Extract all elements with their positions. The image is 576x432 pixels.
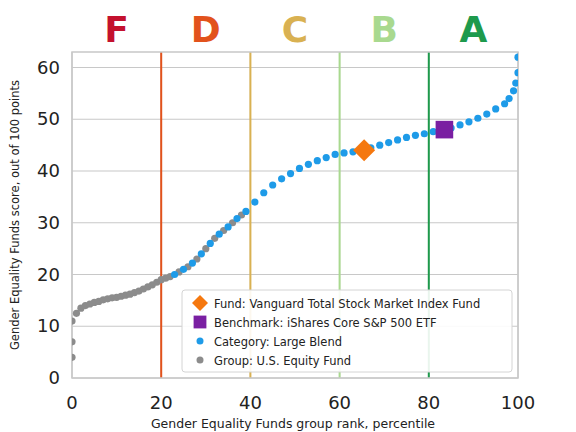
chart: F D C B A 0 10 20 30 40 50 60 0 20 40 60 80 100 Gender Equ…: [0, 0, 576, 432]
legend-label: Benchmark: iShares Core S&P 500 ETF: [214, 316, 437, 330]
legend-marker: [197, 338, 204, 345]
plot-frame: [72, 52, 518, 378]
y-tick-label: 10: [37, 315, 60, 336]
data-point: [72, 354, 76, 361]
data-point: [492, 105, 499, 112]
data-point: [198, 250, 205, 257]
data-point: [514, 69, 518, 76]
y-axis-label: Gender Equality Funds score, out of 100 …: [8, 80, 22, 350]
data-point: [514, 54, 518, 61]
x-tick-label: 20: [150, 392, 173, 413]
grade-boundary: [160, 52, 162, 378]
grade-label: F: [104, 9, 129, 50]
data-point: [510, 87, 517, 94]
grade-label: B: [370, 9, 397, 50]
legend-box: [182, 290, 512, 372]
data-point: [242, 208, 249, 215]
legend-label: Group: U.S. Equity Fund: [214, 354, 351, 368]
page: {"chart_data": { "type": "scatter", "x_l…: [0, 0, 576, 432]
grid-line: [72, 170, 518, 171]
x-tick-label: 60: [328, 392, 351, 413]
data-point: [474, 115, 481, 122]
data-point: [385, 139, 392, 146]
y-tick-label: 0: [49, 367, 60, 388]
x-tick-label: 0: [66, 392, 77, 413]
data-point: [340, 149, 347, 156]
data-point: [72, 338, 76, 345]
legend-marker: [194, 316, 207, 329]
data-point: [412, 132, 419, 139]
data-point: [403, 134, 410, 141]
highlight-point: [353, 139, 375, 161]
data-point: [465, 118, 472, 125]
y-tick-label: 60: [37, 57, 60, 78]
data-point: [216, 231, 223, 238]
data-point: [251, 198, 258, 205]
x-tick-label: 80: [417, 392, 440, 413]
data-point: [505, 95, 512, 102]
data-point: [72, 317, 76, 324]
grid-line: [72, 222, 518, 223]
highlight-point: [436, 121, 454, 139]
y-tick-label: 50: [37, 108, 60, 129]
data-point: [376, 142, 383, 149]
legend-marker: [197, 357, 204, 364]
data-point: [287, 170, 294, 177]
y-tick-label: 30: [37, 212, 60, 233]
data-point: [456, 121, 463, 128]
data-point: [296, 165, 303, 172]
x-tick-label: 100: [501, 392, 535, 413]
legend-marker: [192, 295, 208, 311]
grade-label: D: [191, 9, 221, 50]
data-point: [394, 136, 401, 143]
grade-label: C: [282, 9, 308, 50]
x-tick-label: 40: [239, 392, 262, 413]
grid-line: [161, 52, 162, 378]
grid-line: [72, 274, 518, 275]
grade-label: A: [459, 9, 487, 50]
data-point: [512, 79, 518, 86]
legend: Fund: Vanguard Total Stock Market Index …: [182, 290, 512, 372]
grid-line: [72, 119, 518, 120]
x-axis-label: Gender Equality Funds group rank, percen…: [151, 416, 435, 431]
data-point: [225, 223, 232, 230]
data-point: [180, 266, 187, 273]
data-point: [207, 240, 214, 247]
y-tick-label: 40: [37, 160, 60, 181]
y-tick-label: 20: [37, 264, 60, 285]
data-point: [233, 215, 240, 222]
data-point: [269, 181, 276, 188]
data-point: [171, 271, 178, 278]
legend-label: Category: Large Blend: [214, 335, 342, 349]
data-point: [260, 189, 267, 196]
data-point: [332, 151, 339, 158]
data-point: [421, 130, 428, 137]
data-point: [189, 260, 196, 267]
data-point: [314, 157, 321, 164]
legend-label: Fund: Vanguard Total Stock Market Index …: [214, 297, 480, 311]
data-point: [483, 110, 490, 117]
grid-line: [72, 67, 518, 68]
data-point: [305, 161, 312, 168]
data-point: [323, 154, 330, 161]
data-point: [278, 175, 285, 182]
